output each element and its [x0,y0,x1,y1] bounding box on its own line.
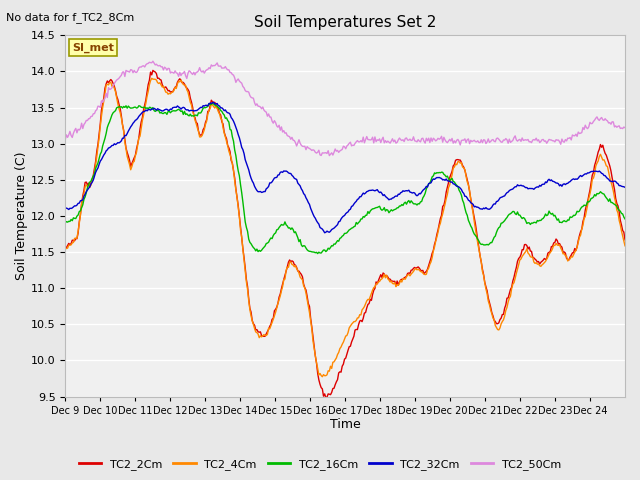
Legend: TC2_2Cm, TC2_4Cm, TC2_16Cm, TC2_32Cm, TC2_50Cm: TC2_2Cm, TC2_4Cm, TC2_16Cm, TC2_32Cm, TC… [74,455,566,474]
Text: No data for f_TC2_8Cm: No data for f_TC2_8Cm [6,12,134,23]
Y-axis label: Soil Temperature (C): Soil Temperature (C) [15,152,28,280]
Text: SI_met: SI_met [72,42,114,52]
X-axis label: Time: Time [330,419,360,432]
Title: Soil Temperatures Set 2: Soil Temperatures Set 2 [254,15,436,30]
